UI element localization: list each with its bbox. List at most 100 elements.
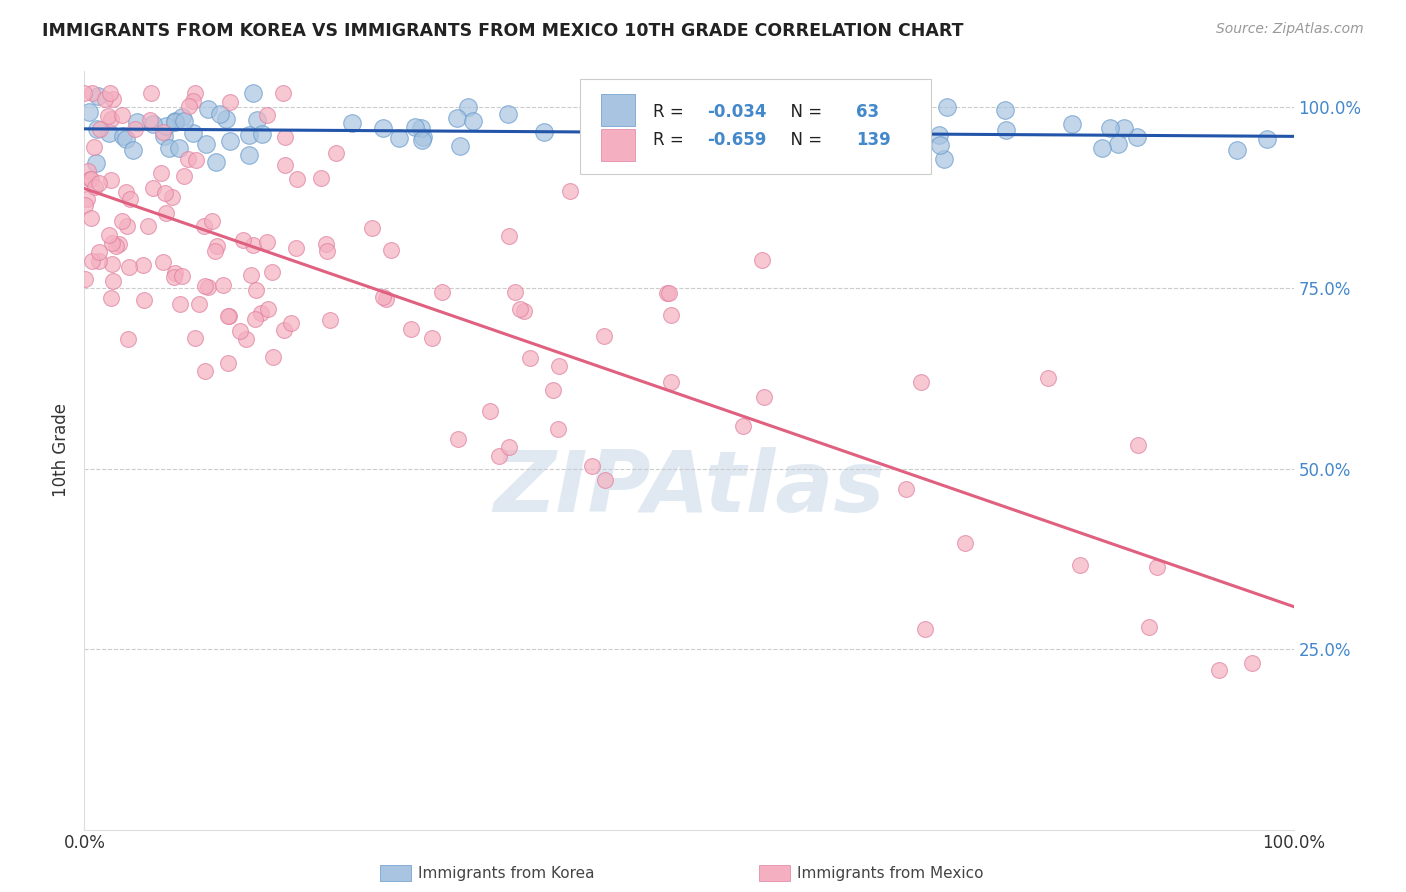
Point (218, 95, 240, 109)
Point (170, 268, 193, 283)
Point (447, 432, 470, 446)
Point (160, 190, 183, 204)
Point (342, 116, 364, 130)
Point (498, 228, 520, 243)
Point (183, 86, 205, 100)
Point (432, 285, 454, 299)
Point (250, 127, 273, 141)
FancyBboxPatch shape (600, 129, 634, 161)
Point (399, 322, 422, 336)
Point (217, 356, 239, 370)
Point (420, 330, 443, 344)
Point (79, 172, 101, 186)
Point (238, 128, 260, 143)
Point (488, 449, 510, 463)
Point (463, 113, 485, 128)
Point (120, 192, 142, 206)
Point (177, 153, 200, 167)
Point (132, 258, 155, 272)
Point (446, 112, 468, 126)
Point (273, 130, 295, 145)
Point (404, 120, 426, 134)
Point (910, 376, 932, 390)
Point (138, 112, 160, 127)
Point (89, 122, 111, 136)
Point (76, 164, 98, 178)
Point (787, 142, 810, 156)
Point (710, 95, 733, 109)
Point (107, 236, 129, 251)
Point (1069, 558, 1091, 573)
Point (87, 89, 110, 103)
Point (118, 260, 141, 275)
Point (411, 133, 433, 147)
Point (132, 293, 155, 307)
Point (204, 244, 226, 258)
Point (194, 279, 217, 293)
Text: ZIPAtlas: ZIPAtlas (494, 447, 884, 530)
Text: R =: R = (652, 131, 689, 149)
Point (238, 148, 260, 162)
Point (315, 237, 337, 252)
Point (262, 350, 284, 364)
Point (80, 211, 103, 226)
Point (86, 121, 108, 136)
Point (155, 206, 177, 220)
Point (734, 136, 756, 150)
Point (1208, 663, 1230, 677)
Point (124, 122, 146, 136)
Point (371, 290, 394, 304)
Point (115, 132, 138, 146)
Point (284, 241, 307, 255)
Text: R =: R = (652, 103, 689, 120)
Point (1062, 117, 1084, 131)
Point (84, 179, 107, 194)
FancyBboxPatch shape (581, 79, 931, 174)
Point (659, 309, 682, 323)
Point (503, 285, 526, 300)
Point (73, 86, 96, 100)
Point (179, 98, 201, 112)
Point (204, 154, 226, 169)
Point (752, 390, 775, 404)
Point (97, 126, 120, 140)
Point (155, 119, 177, 133)
Point (114, 185, 136, 199)
Text: -0.659: -0.659 (707, 131, 766, 149)
Point (256, 301, 278, 316)
Point (188, 296, 211, 310)
Point (609, 130, 631, 145)
Point (1146, 560, 1168, 574)
Point (519, 351, 541, 365)
Point (1256, 132, 1278, 146)
Point (273, 323, 295, 337)
Point (581, 459, 603, 474)
Point (100, 291, 122, 305)
Point (215, 112, 238, 126)
Point (388, 131, 411, 145)
Y-axis label: 10th Grade: 10th Grade (52, 403, 70, 498)
Point (1128, 438, 1150, 452)
Point (100, 112, 122, 126)
Point (153, 128, 176, 143)
Point (101, 274, 124, 288)
Point (449, 139, 471, 153)
Point (217, 309, 239, 323)
Point (80, 172, 103, 186)
Point (117, 333, 139, 347)
Point (193, 219, 215, 233)
Point (361, 221, 384, 235)
Point (163, 114, 186, 128)
Text: 139: 139 (856, 131, 890, 149)
Point (75, 198, 97, 212)
Point (77, 104, 100, 119)
Point (152, 255, 174, 269)
Point (165, 266, 187, 280)
Point (97, 109, 120, 123)
Point (547, 359, 569, 374)
Point (547, 422, 569, 436)
Point (928, 137, 950, 152)
Point (679, 148, 702, 162)
Point (181, 127, 204, 141)
Text: 63: 63 (856, 103, 879, 120)
